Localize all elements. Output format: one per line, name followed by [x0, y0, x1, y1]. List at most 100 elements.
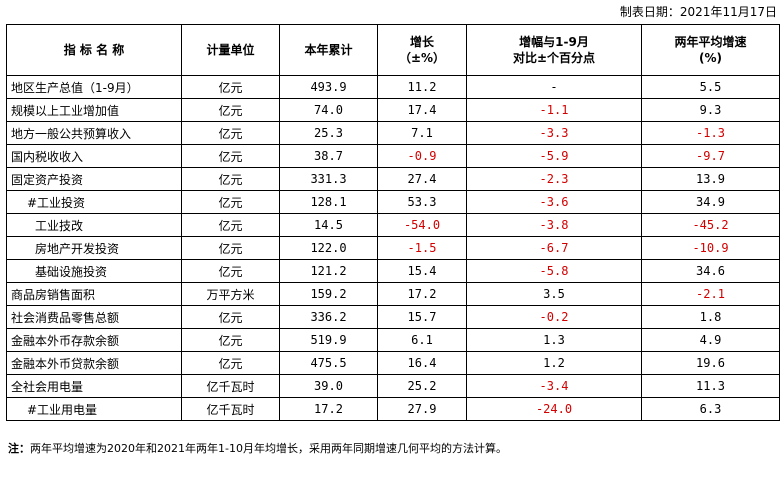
row-total: 17.2	[279, 397, 378, 421]
row-avg: -2.1	[641, 282, 780, 306]
row-avg: -10.9	[641, 236, 780, 260]
row-unit: 亿元	[181, 121, 280, 145]
row-name: 金融本外币存款余额	[6, 328, 182, 352]
row-name: 固定资产投资	[6, 167, 182, 191]
footnote-label: 注：	[8, 442, 30, 455]
row-avg: -45.2	[641, 213, 780, 237]
statistics-table: 指 标 名 称 计量单位 本年累计 增长 （±%） 增幅与1-9月 对比±个百分…	[6, 24, 780, 421]
table-row: 国内税收收入 亿元 38.7 -0.9 -5.9 -9.7	[6, 144, 780, 168]
row-name: 全社会用电量	[6, 374, 182, 398]
row-compare: -3.4	[466, 374, 642, 398]
row-growth: 17.4	[377, 98, 467, 122]
header-avg-line2: (%)	[699, 51, 722, 65]
header-name: 指 标 名 称	[6, 24, 182, 76]
header-compare-line2: 对比±个百分点	[512, 51, 596, 65]
table-date: 制表日期：2021年11月17日	[619, 5, 777, 19]
table-row: 固定资产投资 亿元 331.3 27.4 -2.3 13.9	[6, 167, 780, 191]
row-total: 475.5	[279, 351, 378, 375]
row-name: 规模以上工业增加值	[6, 98, 182, 122]
row-avg: 4.9	[641, 328, 780, 352]
row-compare: -3.8	[466, 213, 642, 237]
row-growth: -54.0	[377, 213, 467, 237]
row-unit: 亿元	[181, 190, 280, 214]
row-name: 金融本外币贷款余额	[6, 351, 182, 375]
row-compare: -5.8	[466, 259, 642, 283]
row-total: 128.1	[279, 190, 378, 214]
row-compare: -1.1	[466, 98, 642, 122]
row-compare: 3.5	[466, 282, 642, 306]
row-growth: 15.4	[377, 259, 467, 283]
row-growth: -0.9	[377, 144, 467, 168]
row-compare: 1.2	[466, 351, 642, 375]
table-row: 金融本外币存款余额 亿元 519.9 6.1 1.3 4.9	[6, 328, 780, 352]
row-compare: -6.7	[466, 236, 642, 260]
row-compare: -5.9	[466, 144, 642, 168]
footnote: 注：两年平均增速为2020年和2021年两年1-10月年均增长，采用两年同期增速…	[8, 440, 507, 456]
row-unit: 亿元	[181, 305, 280, 329]
row-avg: 9.3	[641, 98, 780, 122]
row-avg: 5.5	[641, 75, 780, 99]
row-growth: 6.1	[377, 328, 467, 352]
table-row: 地方一般公共预算收入 亿元 25.3 7.1 -3.3 -1.3	[6, 121, 780, 145]
header-compare: 增幅与1-9月 对比±个百分点	[466, 24, 642, 76]
row-total: 519.9	[279, 328, 378, 352]
header-growth-line1: 增长	[409, 35, 434, 49]
row-growth: 25.2	[377, 374, 467, 398]
row-growth: 27.9	[377, 397, 467, 421]
row-compare: -3.3	[466, 121, 642, 145]
table-row: 地区生产总值（1-9月） 亿元 493.9 11.2 - 5.5	[6, 75, 780, 99]
row-compare: -3.6	[466, 190, 642, 214]
row-total: 493.9	[279, 75, 378, 99]
row-name: 地方一般公共预算收入	[6, 121, 182, 145]
row-total: 122.0	[279, 236, 378, 260]
row-growth: 15.7	[377, 305, 467, 329]
row-name: #工业投资	[6, 190, 182, 214]
header-row: 指 标 名 称 计量单位 本年累计 增长 （±%） 增幅与1-9月 对比±个百分…	[6, 24, 780, 76]
row-growth: 16.4	[377, 351, 467, 375]
table-row: 金融本外币贷款余额 亿元 475.5 16.4 1.2 19.6	[6, 351, 780, 375]
header-cumulative: 本年累计	[279, 24, 378, 76]
header-growth-line2: （±%）	[398, 51, 446, 65]
table-row: 房地产开发投资 亿元 122.0 -1.5 -6.7 -10.9	[6, 236, 780, 260]
row-unit: 亿元	[181, 328, 280, 352]
row-name: 基础设施投资	[6, 259, 182, 283]
row-unit: 亿千瓦时	[181, 397, 280, 421]
row-unit: 亿元	[181, 75, 280, 99]
row-compare: -	[466, 75, 642, 99]
row-avg: 1.8	[641, 305, 780, 329]
row-name: 国内税收收入	[6, 144, 182, 168]
row-name: 地区生产总值（1-9月）	[6, 75, 182, 99]
row-compare: 1.3	[466, 328, 642, 352]
footnote-text: 两年平均增速为2020年和2021年两年1-10月年均增长，采用两年同期增速几何…	[30, 442, 507, 455]
row-avg: 34.6	[641, 259, 780, 283]
row-growth: 27.4	[377, 167, 467, 191]
table-row: 基础设施投资 亿元 121.2 15.4 -5.8 34.6	[6, 259, 780, 283]
row-avg: 13.9	[641, 167, 780, 191]
row-unit: 万平方米	[181, 282, 280, 306]
row-unit: 亿元	[181, 259, 280, 283]
row-growth: 53.3	[377, 190, 467, 214]
row-total: 39.0	[279, 374, 378, 398]
table-row: 工业技改 亿元 14.5 -54.0 -3.8 -45.2	[6, 213, 780, 237]
header-two-year-avg: 两年平均增速 (%)	[641, 24, 780, 76]
row-growth: 7.1	[377, 121, 467, 145]
row-unit: 亿元	[181, 144, 280, 168]
row-unit: 亿千瓦时	[181, 374, 280, 398]
table-row: 商品房销售面积 万平方米 159.2 17.2 3.5 -2.1	[6, 282, 780, 306]
row-total: 331.3	[279, 167, 378, 191]
row-total: 336.2	[279, 305, 378, 329]
row-avg: 6.3	[641, 397, 780, 421]
row-unit: 亿元	[181, 213, 280, 237]
table-row: 全社会用电量 亿千瓦时 39.0 25.2 -3.4 11.3	[6, 374, 780, 398]
row-total: 14.5	[279, 213, 378, 237]
table-row: #工业用电量 亿千瓦时 17.2 27.9 -24.0 6.3	[6, 397, 780, 421]
row-growth: -1.5	[377, 236, 467, 260]
row-avg: 19.6	[641, 351, 780, 375]
row-total: 159.2	[279, 282, 378, 306]
row-total: 121.2	[279, 259, 378, 283]
header-compare-line1: 增幅与1-9月	[519, 35, 589, 49]
row-total: 25.3	[279, 121, 378, 145]
row-total: 74.0	[279, 98, 378, 122]
row-avg: -9.7	[641, 144, 780, 168]
row-unit: 亿元	[181, 167, 280, 191]
